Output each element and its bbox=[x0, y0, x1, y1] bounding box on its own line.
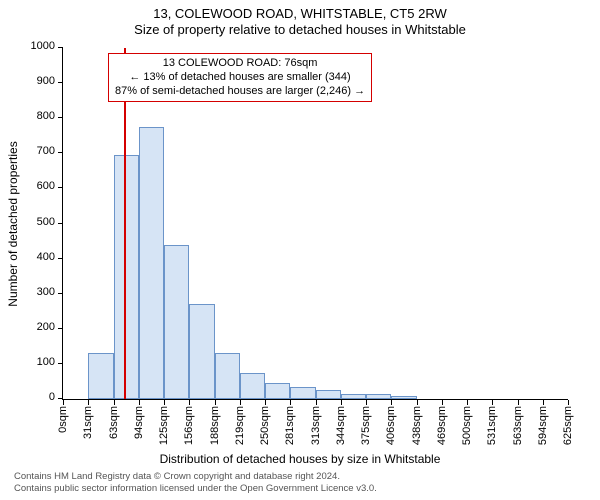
annotation-line: 13 COLEWOOD ROAD: 76sqm bbox=[115, 57, 365, 71]
annotation-line: ← 13% of detached houses are smaller (34… bbox=[115, 71, 365, 85]
y-tick-label: 500 bbox=[37, 216, 55, 228]
histogram-bar bbox=[88, 353, 113, 399]
x-tick-label: 500sqm bbox=[461, 406, 473, 445]
histogram-bar bbox=[215, 353, 240, 399]
histogram-bar bbox=[341, 394, 366, 399]
y-tick-label: 700 bbox=[37, 145, 55, 157]
y-tick-label: 200 bbox=[37, 321, 55, 333]
histogram-bar bbox=[240, 373, 265, 399]
x-tick-label: 0sqm bbox=[57, 406, 69, 433]
y-tick-label: 600 bbox=[37, 180, 55, 192]
y-tick-label: 300 bbox=[37, 286, 55, 298]
x-tick-label: 94sqm bbox=[133, 406, 145, 439]
x-tick-label: 125sqm bbox=[158, 406, 170, 445]
x-tick-label: 469sqm bbox=[436, 406, 448, 445]
chart-container: 13, COLEWOOD ROAD, WHITSTABLE, CT5 2RW S… bbox=[0, 0, 600, 500]
credits-text: Contains HM Land Registry data © Crown c… bbox=[14, 471, 377, 494]
y-tick-label: 0 bbox=[49, 391, 55, 403]
histogram-bar bbox=[164, 245, 189, 399]
x-tick-label: 250sqm bbox=[259, 406, 271, 445]
y-tick-label: 400 bbox=[37, 251, 55, 263]
y-axis-label: Number of detached properties bbox=[6, 141, 20, 306]
x-tick-label: 281sqm bbox=[284, 406, 296, 445]
x-tick-label: 625sqm bbox=[562, 406, 574, 445]
histogram-bar bbox=[139, 127, 164, 399]
x-tick-label: 531sqm bbox=[486, 406, 498, 445]
chart-title: 13, COLEWOOD ROAD, WHITSTABLE, CT5 2RW bbox=[0, 6, 600, 21]
x-tick-label: 375sqm bbox=[360, 406, 372, 445]
chart-subtitle: Size of property relative to detached ho… bbox=[0, 22, 600, 37]
histogram-bar bbox=[316, 390, 341, 399]
x-axis-label: Distribution of detached houses by size … bbox=[0, 452, 600, 466]
x-tick-label: 219sqm bbox=[234, 406, 246, 445]
x-tick-label: 313sqm bbox=[310, 406, 322, 445]
histogram-bar bbox=[391, 396, 416, 400]
histogram-bar bbox=[366, 394, 391, 399]
x-tick-label: 594sqm bbox=[537, 406, 549, 445]
x-tick-label: 563sqm bbox=[512, 406, 524, 445]
histogram-bar bbox=[189, 304, 214, 399]
x-tick-label: 344sqm bbox=[335, 406, 347, 445]
x-tick-label: 406sqm bbox=[385, 406, 397, 445]
histogram-bar bbox=[290, 387, 315, 399]
y-tick-label: 900 bbox=[37, 75, 55, 87]
histogram-bar bbox=[265, 383, 290, 399]
y-tick-label: 1000 bbox=[31, 40, 55, 52]
credits-line-1: Contains HM Land Registry data © Crown c… bbox=[14, 471, 377, 482]
annotation-box: 13 COLEWOOD ROAD: 76sqm← 13% of detached… bbox=[108, 53, 372, 102]
y-tick-label: 800 bbox=[37, 110, 55, 122]
credits-line-2: Contains public sector information licen… bbox=[14, 483, 377, 494]
annotation-line: 87% of semi-detached houses are larger (… bbox=[115, 85, 365, 99]
x-tick-label: 63sqm bbox=[108, 406, 120, 439]
y-tick-label: 100 bbox=[37, 356, 55, 368]
x-tick-label: 31sqm bbox=[82, 406, 94, 439]
x-tick-label: 156sqm bbox=[183, 406, 195, 445]
x-tick-label: 438sqm bbox=[411, 406, 423, 445]
x-tick-label: 188sqm bbox=[209, 406, 221, 445]
